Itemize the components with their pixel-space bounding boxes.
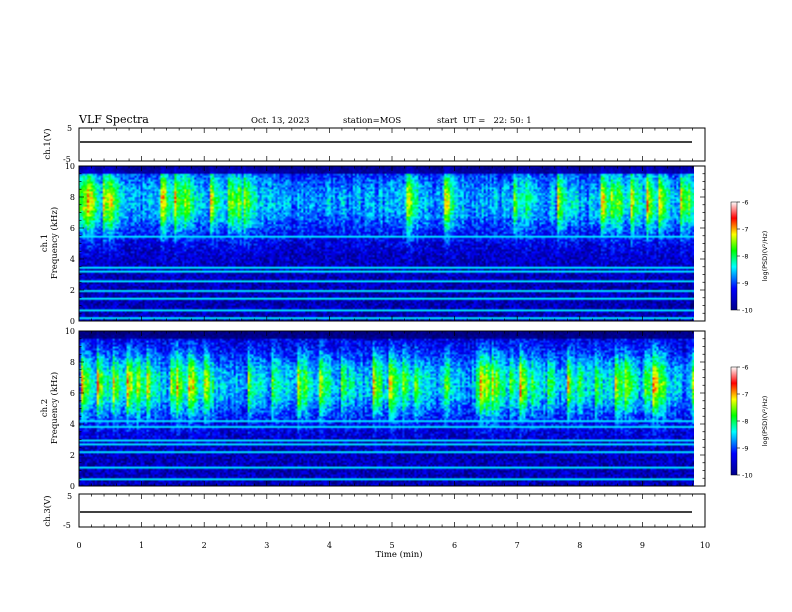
colorbar-tick-label: -10: [742, 307, 753, 315]
x-tick-label: 8: [577, 541, 582, 550]
x-axis-ticks: [78, 128, 706, 527]
station-label: station=MOS: [343, 116, 401, 126]
ch3-ytick-bottom: -5: [63, 521, 71, 530]
x-tick-label: 4: [327, 541, 332, 550]
x-axis-label: Time (min): [375, 549, 422, 560]
colorbar-tick-label: -9: [742, 280, 748, 288]
ch1-ytick-top: 5: [67, 124, 72, 133]
ch2-frequency-ylabel: Frequency (kHz): [49, 372, 60, 444]
start-time-label: start UT = 22: 50: 1: [437, 116, 532, 126]
y-tick-label: 10: [65, 327, 75, 336]
ch2-spectrogram-image: [79, 331, 694, 486]
colorbar-tick-label: -8: [742, 253, 748, 261]
ch1-colorbar: [730, 201, 738, 311]
y-tick-label: 4: [70, 255, 75, 264]
ch3-ytick-top: 5: [67, 492, 72, 501]
colorbar-tick-label: -10: [742, 472, 753, 480]
colorbar-tick-label: -7: [742, 391, 748, 399]
y-tick-label: 2: [70, 286, 75, 295]
ch2-colorbar: [730, 366, 738, 476]
colorbar-tick-label: -6: [742, 199, 748, 207]
y-tick-label: 4: [70, 420, 75, 429]
colorbar-tick-label: -7: [742, 226, 748, 234]
x-axis-tick-labels: 0 1 2 3 4 5 6 7 8 9 10: [76, 541, 710, 550]
y-tick-label: 6: [70, 389, 75, 398]
ch3-voltage-ylabel: ch.3(V): [42, 495, 53, 526]
x-tick-label: 1: [139, 541, 144, 550]
ch1-yticks: 0 2 4 6 8 10: [65, 162, 705, 326]
y-tick-label: 2: [70, 451, 75, 460]
x-tick-label: 10: [700, 541, 710, 550]
x-tick-label: 0: [76, 541, 81, 550]
y-tick-label: 6: [70, 224, 75, 233]
x-tick-label: 5: [389, 541, 394, 550]
ch1-frequency-ylabel: Frequency (kHz): [49, 207, 60, 279]
figure-title: VLF Spectra: [78, 113, 149, 126]
ch1-colorbar-ticks: -6 -7 -8 -9 -10: [737, 199, 753, 315]
x-tick-label: 6: [452, 541, 457, 550]
ch1-spectrogram-panel: 0 2 4 6 8 10 ch.1 Frequency (kHz) -6 -7 -8 -9 -10…: [40, 162, 769, 326]
ch2-spectrogram-panel: 0 2 4 6 8 10 ch.2 Frequency (kHz) -6 -7 -8 -9 -10…: [40, 327, 769, 491]
ch2-yticks: 0 2 4 6 8 10: [65, 327, 705, 491]
ch2-colorbar-ticks: -6 -7 -8 -9 -10: [737, 364, 753, 480]
ch2-colorbar-label: log(PSD)(V²/Hz): [761, 396, 769, 447]
y-tick-label: 8: [70, 358, 75, 367]
x-tick-label: 3: [264, 541, 269, 550]
ch2-channel-label: ch.2: [40, 399, 50, 417]
x-tick-label: 2: [202, 541, 207, 550]
colorbar-tick-label: -6: [742, 364, 748, 372]
y-tick-label: 0: [70, 317, 75, 326]
ch1-spectrogram-image: [79, 166, 694, 321]
x-tick-label: 9: [640, 541, 645, 550]
ch1-colorbar-label: log(PSD)(V²/Hz): [761, 231, 769, 282]
x-tick-label: 7: [515, 541, 520, 550]
y-tick-label: 0: [70, 482, 75, 491]
y-tick-label: 8: [70, 193, 75, 202]
ch1-voltage-ylabel: ch.1(V): [42, 128, 53, 159]
y-tick-label: 10: [65, 162, 75, 171]
date-label: Oct. 13, 2023: [251, 116, 309, 126]
colorbar-tick-label: -8: [742, 418, 748, 426]
colorbar-tick-label: -9: [742, 445, 748, 453]
ch1-channel-label: ch.1: [40, 234, 50, 252]
ch1-ytick-bottom: -5: [63, 155, 71, 164]
